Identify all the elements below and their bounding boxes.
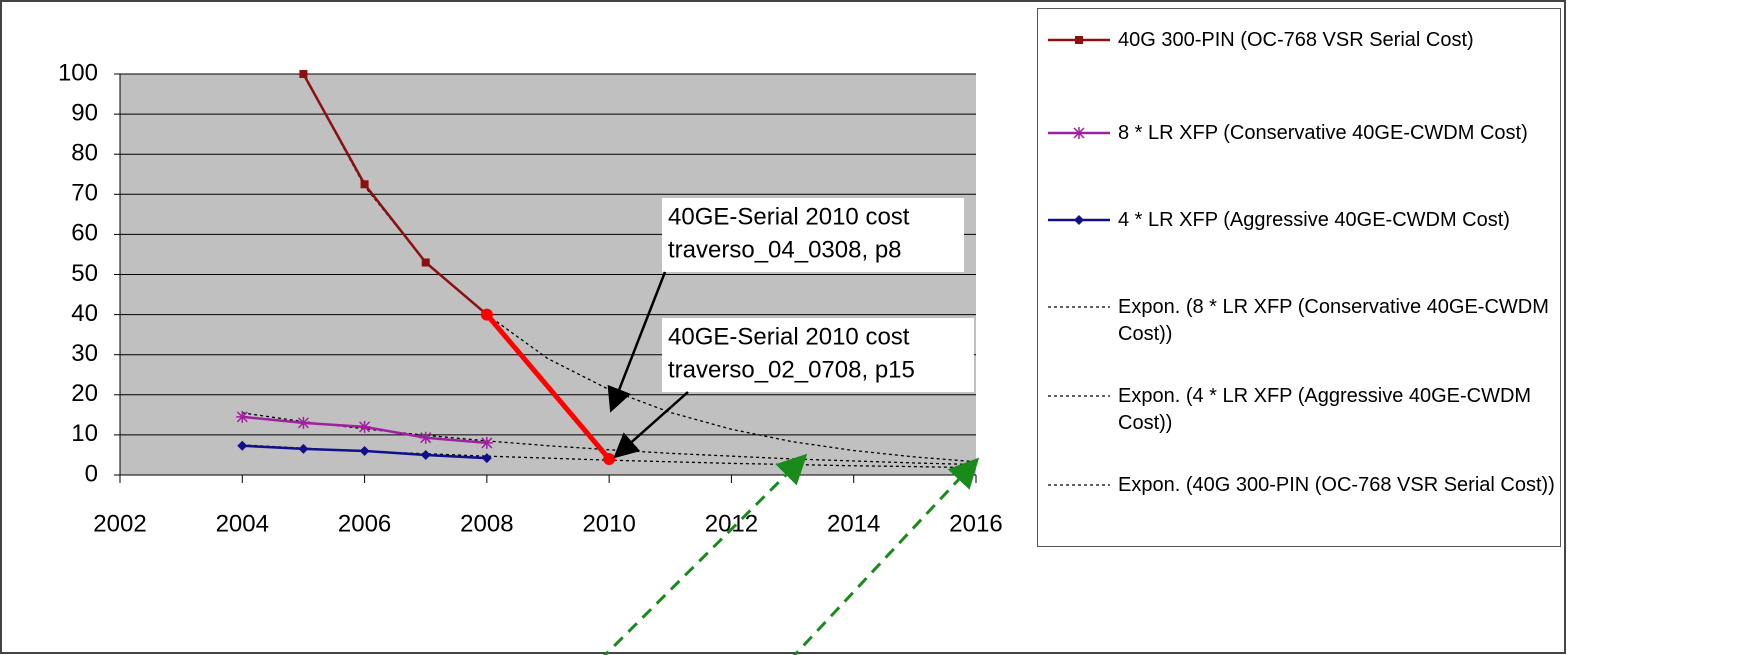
marker xyxy=(1075,36,1083,44)
annotation-arrow xyxy=(613,391,689,459)
marker xyxy=(480,436,493,449)
y-tick-label: 20 xyxy=(71,380,98,407)
legend-key xyxy=(1048,215,1110,225)
marker xyxy=(421,258,430,267)
legend: 40G 300-PIN (OC-768 VSR Serial Cost) 8 * … xyxy=(1037,8,1561,547)
x-tick-label: 2010 xyxy=(582,510,635,537)
marker xyxy=(420,449,431,460)
marker xyxy=(299,70,308,78)
legend-entry: Expon. (8 * LR XFP (Conservative 40GE-CW… xyxy=(1046,294,1556,348)
green-arrow xyxy=(792,457,980,655)
marker xyxy=(297,416,310,429)
marker xyxy=(358,420,371,433)
x-tick-label: 2014 xyxy=(827,510,880,537)
y-tick-label: 80 xyxy=(71,140,98,167)
x-tick-label: 2008 xyxy=(460,510,513,537)
marker xyxy=(603,452,616,465)
legend-key xyxy=(1048,127,1110,139)
marker xyxy=(360,180,369,189)
annotation-text: 40GE-Serial 2010 cost xyxy=(668,323,910,350)
series-line xyxy=(484,312,612,461)
legend-entry: 40G 300-PIN (OC-768 VSR Serial Cost) xyxy=(1046,27,1556,54)
legend-key xyxy=(1048,306,1110,308)
x-tick-label: 2002 xyxy=(93,510,146,537)
x-tick-label: 2006 xyxy=(338,510,391,537)
y-tick-label: 100 xyxy=(58,59,98,86)
y-tick-label: 60 xyxy=(71,220,98,247)
annotation-text: traverso_04_0308, p8 xyxy=(668,236,902,263)
legend-entry: Expon. (40G 300-PIN (OC-768 VSR Serial C… xyxy=(1046,472,1556,499)
trendline xyxy=(242,412,977,466)
legend-key xyxy=(1048,36,1110,44)
marker xyxy=(236,410,249,423)
y-tick-label: 40 xyxy=(71,300,98,327)
legend-entry: 4 * LR XFP (Aggressive 40GE-CWDM Cost) xyxy=(1046,207,1556,234)
annotation-text: 40GE-Serial 2010 cost xyxy=(668,203,910,230)
y-tick-label: 0 xyxy=(85,460,98,487)
x-tick-label: 2012 xyxy=(705,510,758,537)
marker xyxy=(1073,127,1085,139)
marker xyxy=(480,308,493,321)
legend-label: Expon. (40G 300-PIN (OC-768 VSR Serial C… xyxy=(1118,474,1555,496)
annotation-box xyxy=(662,318,974,392)
x-tick-label: 2004 xyxy=(216,510,269,537)
marker xyxy=(1074,215,1084,225)
trendline xyxy=(302,73,977,463)
legend-label: 8 * LR XFP (Conservative 40GE-CWDM Cost) xyxy=(1118,122,1528,144)
annotation-box xyxy=(662,198,964,272)
legend-entry: 8 * LR XFP (Conservative 40GE-CWDM Cost) xyxy=(1046,120,1556,147)
marker xyxy=(298,443,309,454)
legend-label: Expon. (8 * LR XFP (Conservative 40GE-CW… xyxy=(1118,296,1549,345)
marker xyxy=(481,453,492,464)
marker xyxy=(359,445,370,456)
legend-label: Expon. (4 * LR XFP (Aggressive 40GE-CWDM… xyxy=(1118,385,1532,434)
x-tick-label: 2016 xyxy=(949,510,1002,537)
y-tick-label: 90 xyxy=(71,99,98,126)
legend-key xyxy=(1048,395,1110,397)
marker xyxy=(237,440,248,451)
y-tick-label: 30 xyxy=(71,340,98,367)
series-line xyxy=(302,73,488,316)
y-tick-label: 10 xyxy=(71,420,98,447)
annotation-text: traverso_02_0708, p15 xyxy=(668,356,915,383)
annotation-arrow xyxy=(607,271,667,413)
y-tick-label: 50 xyxy=(71,260,98,287)
legend-entry: Expon. (4 * LR XFP (Aggressive 40GE-CWDM… xyxy=(1046,383,1556,437)
y-tick-label: 70 xyxy=(71,180,98,207)
legend-label: 4 * LR XFP (Aggressive 40GE-CWDM Cost) xyxy=(1118,209,1510,231)
legend-key xyxy=(1048,484,1110,486)
green-arrow xyxy=(602,453,808,655)
legend-label: 40G 300-PIN (OC-768 VSR Serial Cost) xyxy=(1118,29,1474,51)
marker xyxy=(419,431,432,444)
